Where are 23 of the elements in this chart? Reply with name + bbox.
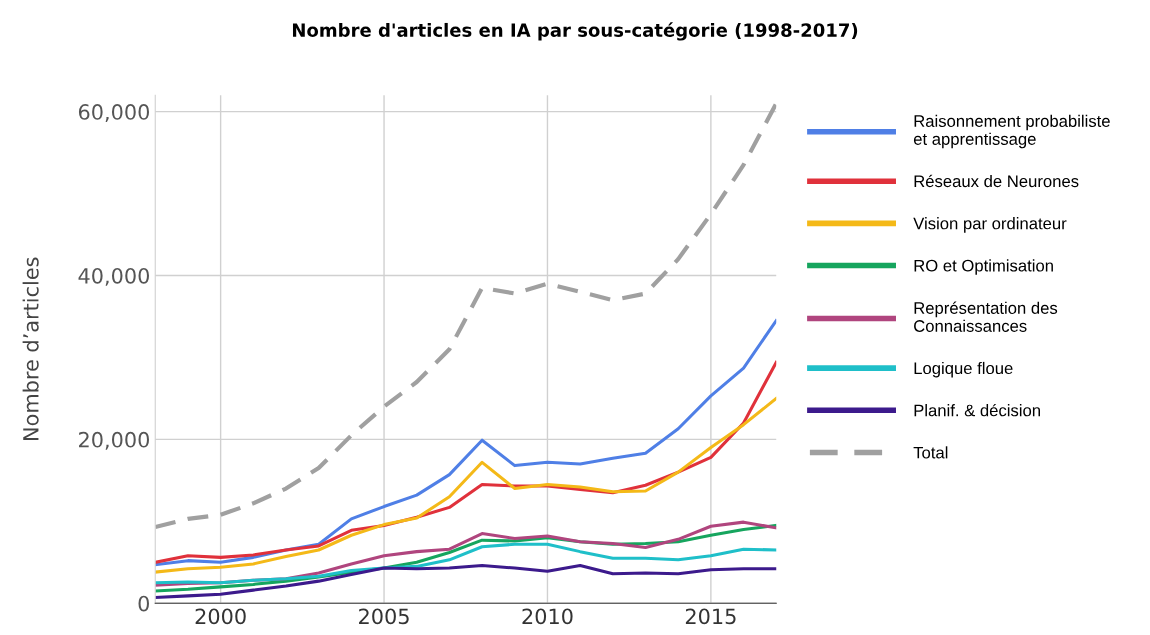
y-tick-label: 40,000 <box>78 267 150 286</box>
legend-label: Réseaux de Neurones <box>914 174 1079 188</box>
line-series <box>155 319 777 567</box>
chart-title: Nombre d'articles en IA par sous-catégorie (1998-2017) <box>292 22 858 41</box>
y-tick-label: 20,000 <box>79 431 150 450</box>
legend-label: Total <box>913 446 948 459</box>
y-axis-title: Nombre d’articles <box>22 257 39 440</box>
y-tick-label: 0 <box>138 595 150 612</box>
x-tick-label: 2000 <box>195 608 246 625</box>
line-series <box>155 396 777 574</box>
line-series <box>155 564 777 600</box>
legend-label: Logique floue <box>914 361 1013 378</box>
legend-label: Vision par ordinateur <box>913 217 1067 233</box>
x-tick-label: 2010 <box>522 608 573 625</box>
legend-label: Raisonnement probabiliste et apprentissage <box>913 114 1110 149</box>
x-tick-label: 2015 <box>685 608 736 625</box>
line-series <box>155 101 777 530</box>
x-tick-label: 2005 <box>359 608 409 625</box>
y-tick-label: 60,000 <box>78 104 150 122</box>
line-series <box>155 542 777 585</box>
legend-label: RO et Optimisation <box>914 259 1053 275</box>
legend-label: Planif. & décision <box>914 403 1040 417</box>
legend-label: Représentation des Connaissances <box>914 301 1058 332</box>
